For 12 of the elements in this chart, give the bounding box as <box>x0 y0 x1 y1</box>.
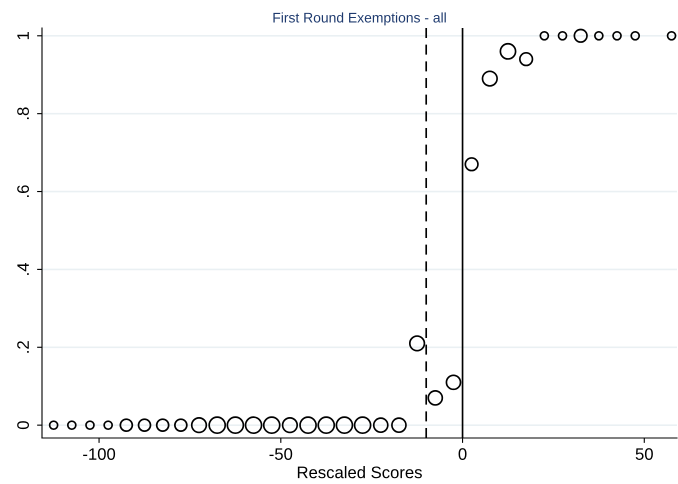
x-tick-label: -100 <box>83 448 116 460</box>
x-tick-label: 50 <box>636 448 653 460</box>
y-tick-label: .8 <box>17 107 29 120</box>
y-tick-label: .2 <box>17 341 29 353</box>
y-tick-label: .6 <box>17 185 29 197</box>
x-tick-label: -50 <box>270 448 292 460</box>
y-tick-label: 1 <box>17 32 29 40</box>
x-tick-label: 0 <box>458 448 467 460</box>
x-axis-title: Rescaled Scores <box>298 466 422 478</box>
y-tick-label: .4 <box>17 262 29 275</box>
y-tick-label: 0 <box>17 421 29 430</box>
chart-title: First Round Exemptions - all <box>273 12 446 26</box>
